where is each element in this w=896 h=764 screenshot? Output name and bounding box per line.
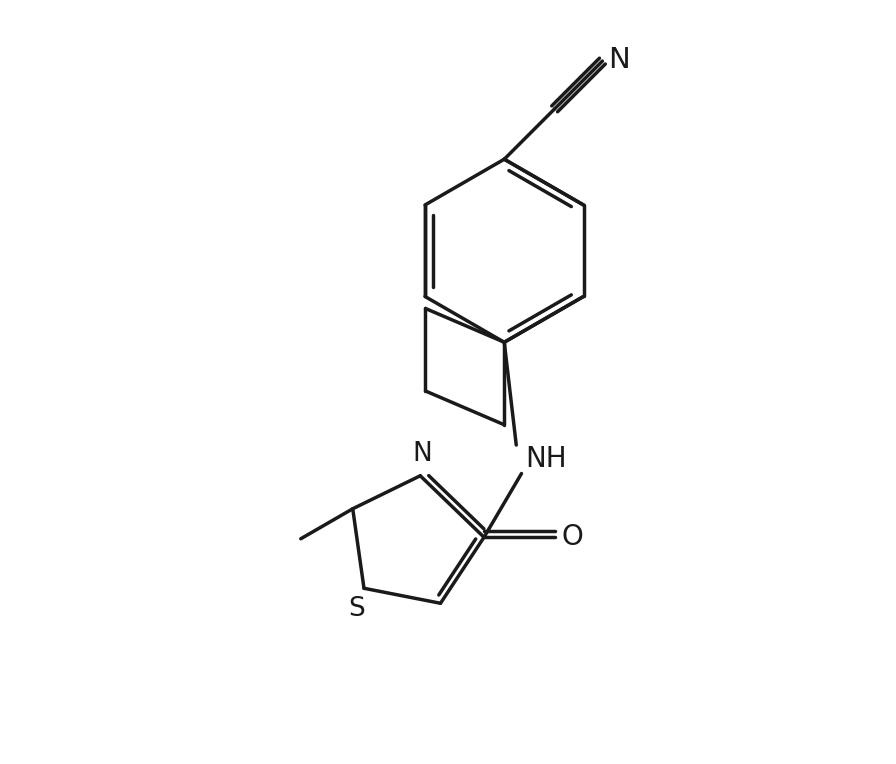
Text: N: N (608, 46, 630, 73)
Text: NH: NH (525, 445, 567, 472)
Text: N: N (413, 441, 433, 467)
Text: S: S (349, 596, 365, 622)
Text: O: O (561, 523, 583, 552)
